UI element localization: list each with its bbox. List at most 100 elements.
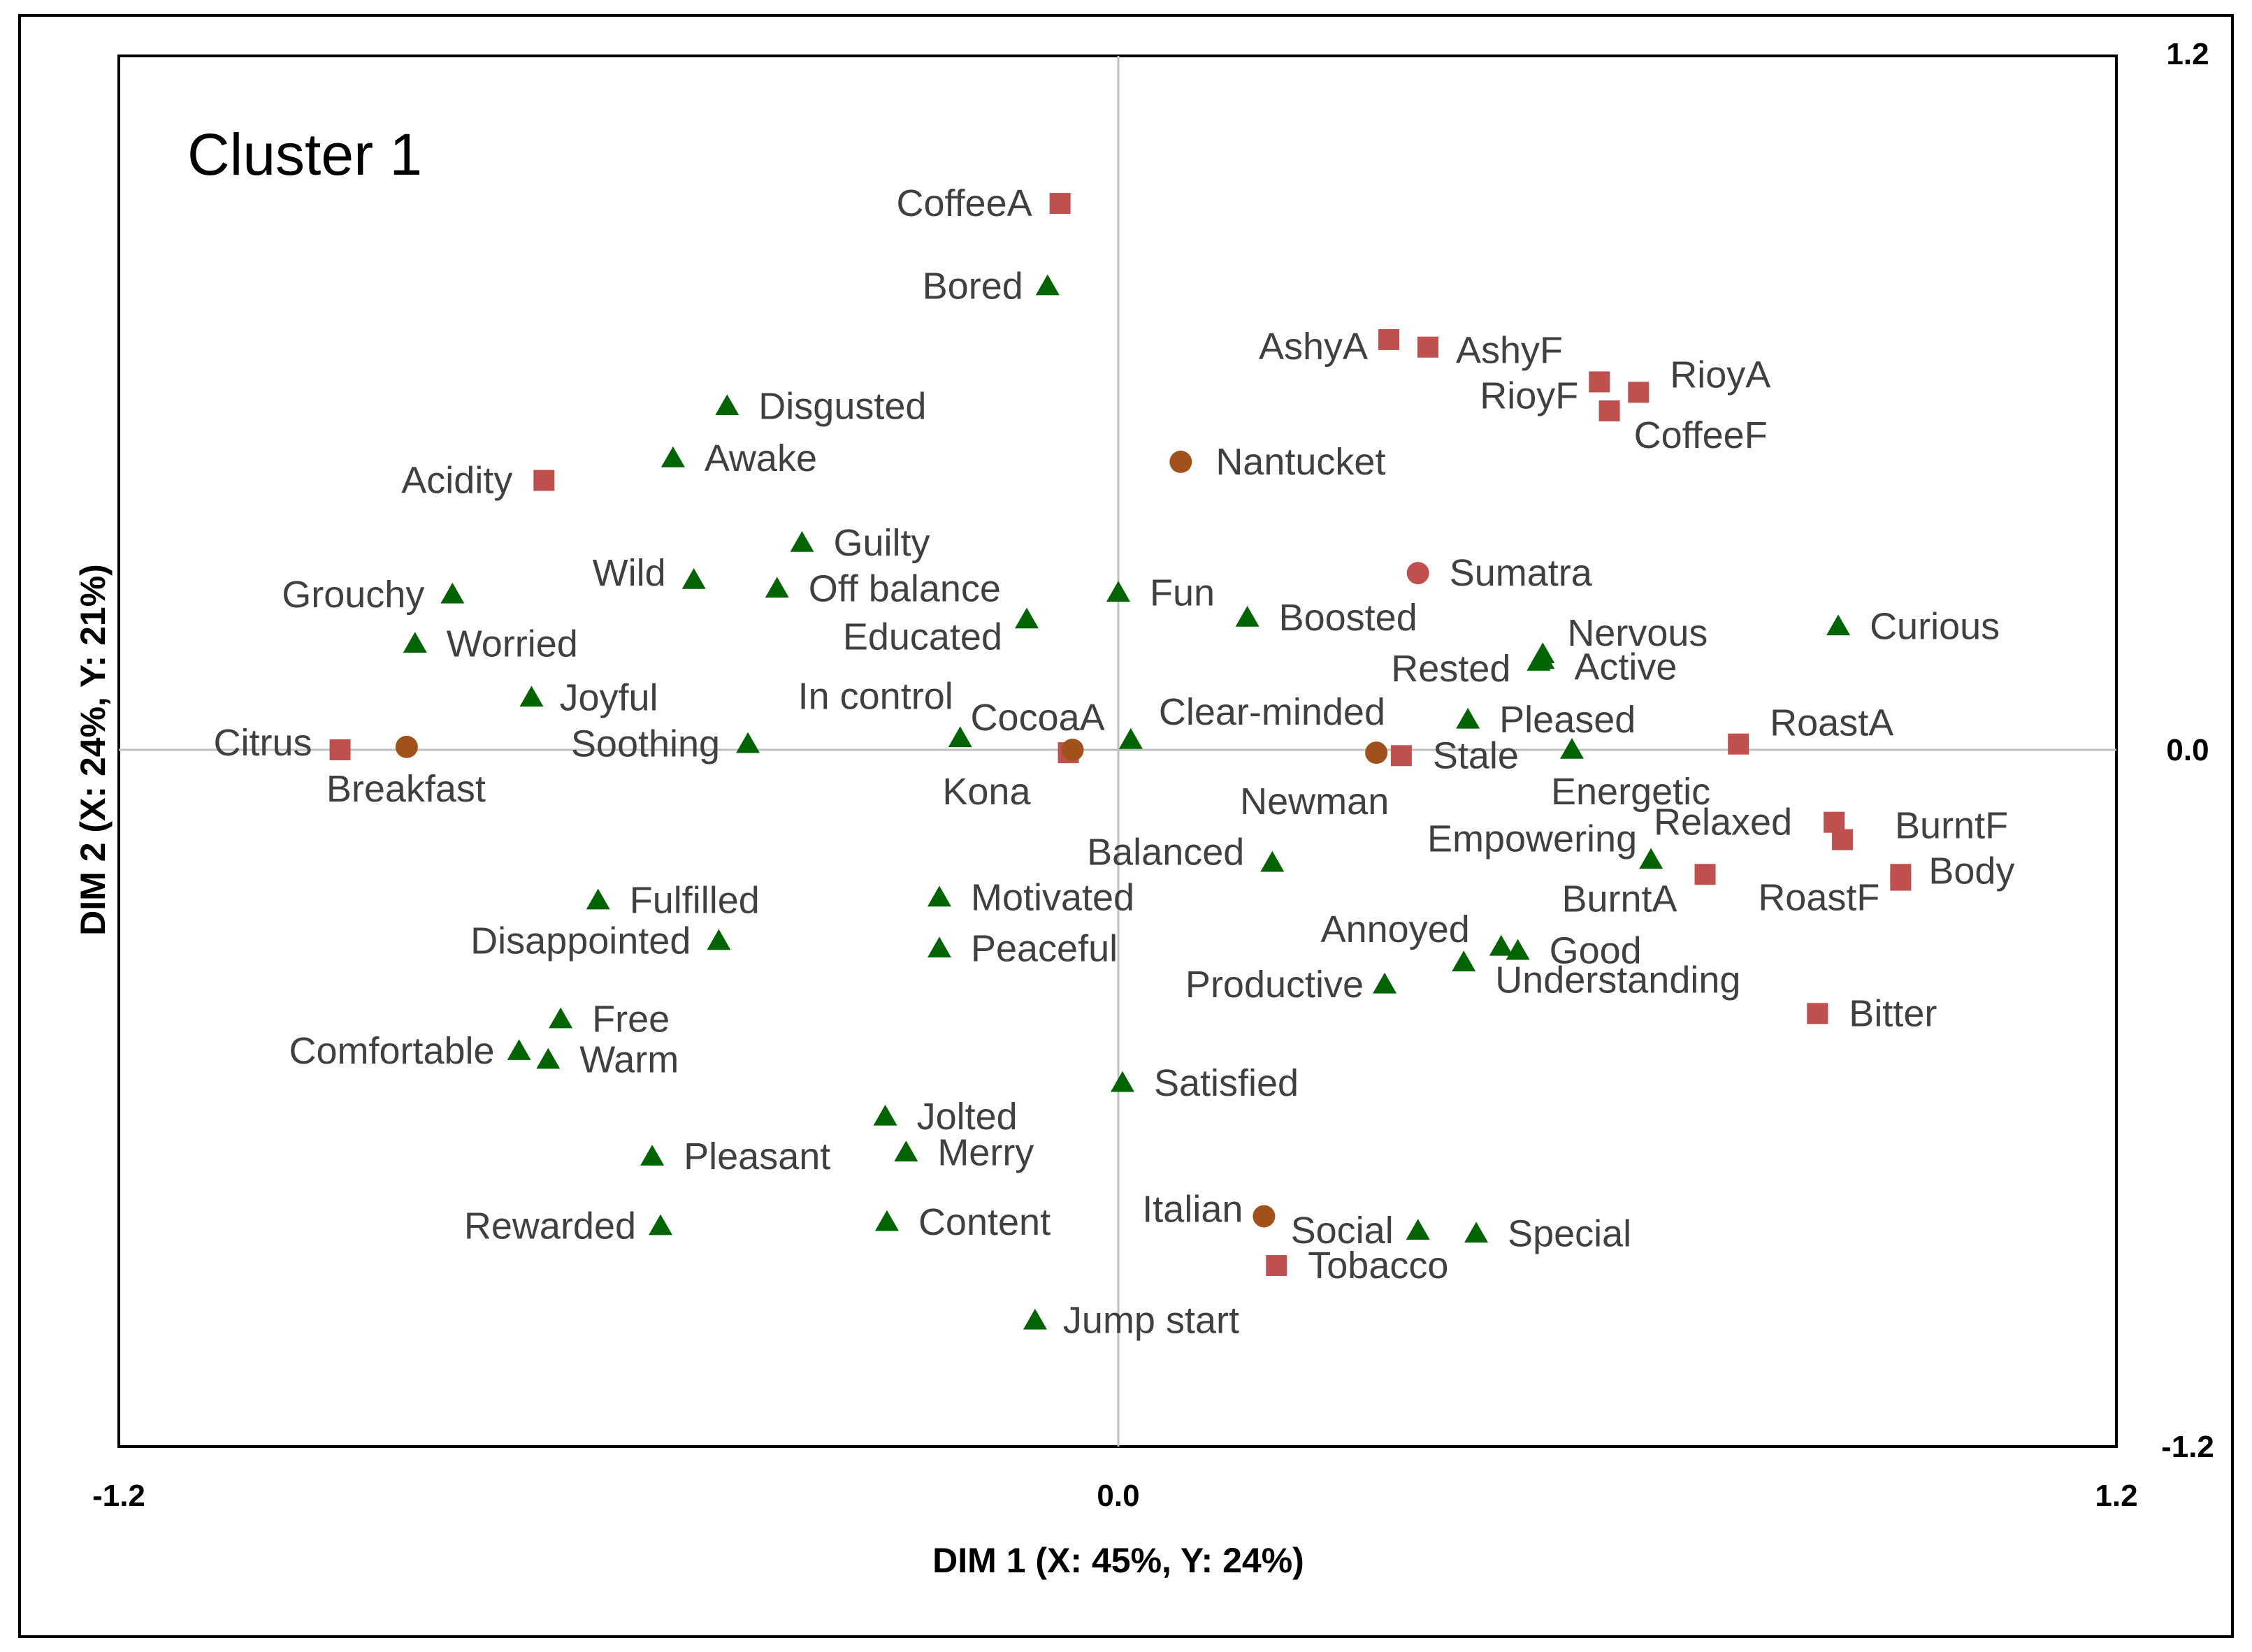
marker-understanding	[1452, 950, 1476, 972]
label-coffeea: CoffeeA	[896, 182, 1032, 224]
label-clear-minded: Clear-minded	[1159, 691, 1385, 733]
label-active: Active	[1574, 646, 1677, 688]
marker-empowering	[1639, 848, 1663, 869]
data-labels: Bored Disgusted Awake Guilty Grouchy Wild Off …	[214, 182, 2015, 1342]
label-nervous: Nervous	[1567, 612, 1708, 654]
marker-burnta	[1694, 864, 1716, 885]
marker-worried	[403, 632, 427, 653]
label-acidity: Acidity	[401, 459, 512, 501]
marker-content	[874, 1210, 899, 1231]
label-roastf: RoastF	[1758, 877, 1879, 919]
marker-italian	[1253, 1205, 1276, 1228]
label-burnta: BurntA	[1561, 878, 1677, 920]
marker-active	[1531, 648, 1555, 669]
marker-special	[1464, 1222, 1489, 1243]
marker-stale	[1390, 745, 1412, 767]
label-peaceful: Peaceful	[971, 927, 1118, 969]
label-understanding: Understanding	[1495, 959, 1740, 1001]
label-body: Body	[1928, 850, 2014, 892]
label-social: Social	[1291, 1210, 1394, 1252]
marker-curious	[1826, 614, 1851, 636]
label-roasta: RoastA	[1770, 702, 1893, 744]
marker-warm	[536, 1048, 561, 1069]
marker-coffeea	[1049, 193, 1071, 215]
label-soothing: Soothing	[571, 723, 720, 765]
marker-jump-start	[1023, 1308, 1047, 1330]
marker-educated	[1015, 607, 1039, 629]
marker-tobacco	[1266, 1254, 1287, 1276]
chart-title: Cluster 1	[187, 122, 422, 187]
marker-fulfilled	[586, 888, 610, 910]
label-burntf: BurntF	[1895, 805, 2008, 847]
label-good: Good	[1550, 930, 1642, 972]
marker-balanced	[1260, 850, 1285, 872]
label-content: Content	[918, 1201, 1051, 1243]
label-jolted: Jolted	[917, 1096, 1018, 1138]
data-marks	[329, 193, 1912, 1330]
marker-citrus	[329, 739, 351, 760]
label-newman: Newman	[1240, 781, 1389, 823]
label-comfortable: Comfortable	[289, 1030, 494, 1072]
marker-pleasant	[640, 1145, 665, 1166]
label-relaxed: Relaxed	[1654, 802, 1792, 843]
y-tick-zero: 0.0	[2166, 733, 2209, 767]
label-stale: Stale	[1433, 734, 1519, 776]
label-in-control: In control	[798, 675, 953, 717]
marker-rioya	[1628, 382, 1650, 403]
label-free: Free	[592, 999, 670, 1041]
marker-sumatra	[1406, 562, 1429, 585]
x-tick-max: 1.2	[2095, 1479, 2137, 1513]
outer-frame	[18, 14, 2234, 1638]
marker-ashyf	[1417, 336, 1438, 358]
label-bitter: Bitter	[1849, 992, 1937, 1034]
marker-comfortable	[507, 1039, 531, 1060]
marker-joyful	[519, 686, 544, 707]
label-tobacco: Tobacco	[1308, 1245, 1448, 1287]
marker-coffeef	[1598, 400, 1620, 421]
label-sumatra: Sumatra	[1450, 552, 1593, 594]
label-educated: Educated	[843, 616, 1002, 658]
marker-body	[1890, 864, 1912, 885]
label-disgusted: Disgusted	[758, 385, 926, 427]
label-guilty: Guilty	[833, 522, 930, 564]
label-rioya: RioyA	[1670, 354, 1770, 396]
marker-roasta	[1728, 733, 1749, 755]
marker-annoyed	[1489, 934, 1513, 956]
marker-guilty	[790, 530, 814, 552]
label-kona: Kona	[942, 771, 1031, 813]
marker-ashya	[1378, 328, 1400, 350]
label-citrus: Citrus	[214, 722, 312, 764]
marker-bitter	[1807, 1003, 1828, 1024]
label-worried: Worried	[447, 623, 578, 665]
label-breakfast: Breakfast	[326, 768, 486, 810]
marker-breakfast	[395, 735, 418, 758]
label-pleasant: Pleasant	[684, 1136, 830, 1178]
label-special: Special	[1508, 1212, 1631, 1254]
marker-fun	[1106, 581, 1130, 602]
marker-pleased	[1456, 707, 1480, 729]
marker-clear-minded	[1118, 727, 1143, 749]
y-tick-max: 1.2	[2166, 37, 2209, 71]
label-rested: Rested	[1391, 648, 1510, 690]
label-empowering: Empowering	[1427, 818, 1637, 860]
label-disappointed: Disappointed	[470, 920, 691, 962]
label-rewarded: Rewarded	[464, 1205, 636, 1247]
marker-jolted	[873, 1104, 897, 1126]
marker-acidity	[533, 470, 555, 491]
label-rioyf: RioyF	[1480, 375, 1578, 416]
label-bored: Bored	[923, 266, 1023, 307]
marker-burntf	[1832, 829, 1854, 850]
marker-satisfied	[1110, 1071, 1134, 1092]
marker-disgusted	[715, 394, 739, 416]
y-tick-min: -1.2	[2161, 1430, 2214, 1464]
label-motivated: Motivated	[971, 876, 1134, 918]
y-axis-title: DIM 2 (X: 24%, Y: 21%)	[73, 564, 113, 936]
label-fun: Fun	[1150, 572, 1215, 614]
label-annoyed: Annoyed	[1321, 908, 1470, 950]
marker-social	[1406, 1219, 1430, 1240]
label-satisfied: Satisfied	[1154, 1062, 1299, 1104]
label-merry: Merry	[937, 1131, 1034, 1173]
marker-kona	[1061, 739, 1084, 761]
marker-soothing	[736, 732, 760, 753]
